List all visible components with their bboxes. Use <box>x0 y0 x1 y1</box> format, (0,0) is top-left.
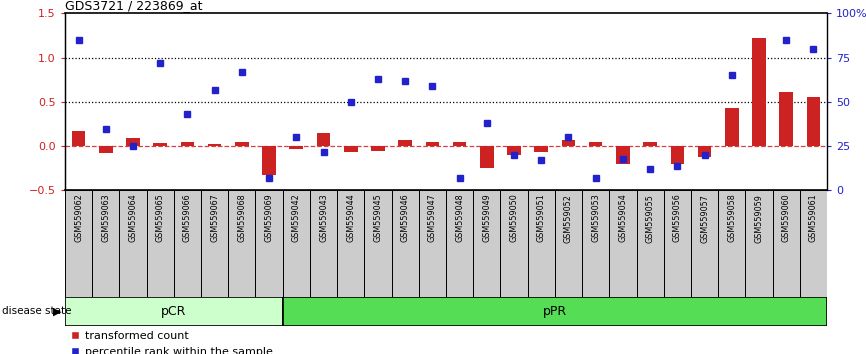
Bar <box>65 297 282 326</box>
Bar <box>235 142 249 146</box>
Text: GDS3721 / 223869_at: GDS3721 / 223869_at <box>65 0 203 12</box>
Bar <box>391 190 419 297</box>
Text: GSM559057: GSM559057 <box>700 194 709 242</box>
Bar <box>419 190 446 297</box>
Bar <box>772 190 800 297</box>
Text: disease state: disease state <box>2 306 71 316</box>
Bar <box>282 297 827 326</box>
Bar <box>663 190 691 297</box>
Bar <box>534 146 548 152</box>
Bar <box>555 190 582 297</box>
Bar <box>527 190 555 297</box>
Bar <box>92 190 120 297</box>
Text: GSM559065: GSM559065 <box>156 194 165 242</box>
Bar <box>317 133 330 146</box>
Bar <box>610 190 637 297</box>
Bar <box>779 92 793 146</box>
Bar <box>72 131 86 146</box>
Text: GSM559046: GSM559046 <box>401 194 410 242</box>
Bar <box>181 142 194 146</box>
Bar <box>310 190 337 297</box>
Text: GSM559059: GSM559059 <box>754 194 764 242</box>
Text: GSM559044: GSM559044 <box>346 194 355 242</box>
Bar <box>99 146 113 153</box>
Text: GSM559069: GSM559069 <box>265 194 274 242</box>
Bar <box>582 190 610 297</box>
Text: GSM559068: GSM559068 <box>237 194 246 242</box>
Bar <box>337 190 365 297</box>
Text: GSM559049: GSM559049 <box>482 194 491 242</box>
Bar <box>718 190 746 297</box>
Text: GSM559045: GSM559045 <box>373 194 383 242</box>
Bar <box>65 190 92 297</box>
Bar <box>501 190 527 297</box>
Text: GSM559055: GSM559055 <box>646 194 655 242</box>
Text: GSM559053: GSM559053 <box>591 194 600 242</box>
Bar <box>753 38 766 146</box>
Bar <box>146 190 174 297</box>
Bar <box>480 146 494 169</box>
Text: GSM559067: GSM559067 <box>210 194 219 242</box>
Bar <box>453 142 467 146</box>
Bar <box>289 146 303 149</box>
Bar <box>282 190 310 297</box>
Bar <box>229 190 255 297</box>
Bar <box>174 190 201 297</box>
Bar <box>201 190 229 297</box>
Legend: transformed count, percentile rank within the sample: transformed count, percentile rank withi… <box>70 331 273 354</box>
Bar <box>153 143 167 146</box>
Text: ▶: ▶ <box>53 306 61 316</box>
Text: GSM559052: GSM559052 <box>564 194 573 242</box>
Text: GSM559047: GSM559047 <box>428 194 436 242</box>
Text: GSM559066: GSM559066 <box>183 194 192 242</box>
Text: GSM559050: GSM559050 <box>509 194 519 242</box>
Bar <box>698 146 711 157</box>
Bar <box>616 146 630 164</box>
Bar <box>806 97 820 146</box>
Bar <box>372 146 385 151</box>
Bar <box>800 190 827 297</box>
Bar <box>344 146 358 152</box>
Text: GSM559043: GSM559043 <box>319 194 328 242</box>
Bar <box>262 146 276 175</box>
Text: GSM559061: GSM559061 <box>809 194 818 242</box>
Bar <box>637 190 663 297</box>
Text: GSM559048: GSM559048 <box>456 194 464 242</box>
Bar <box>746 190 772 297</box>
Bar <box>126 138 139 146</box>
Text: GSM559056: GSM559056 <box>673 194 682 242</box>
Bar <box>725 108 739 146</box>
Text: GSM559054: GSM559054 <box>618 194 627 242</box>
Text: GSM559060: GSM559060 <box>782 194 791 242</box>
Bar <box>425 142 439 146</box>
Text: GSM559042: GSM559042 <box>292 194 301 242</box>
Bar <box>365 190 391 297</box>
Bar <box>473 190 501 297</box>
Text: GSM559062: GSM559062 <box>74 194 83 242</box>
Text: GSM559063: GSM559063 <box>101 194 110 242</box>
Bar <box>670 146 684 164</box>
Text: pCR: pCR <box>161 305 186 318</box>
Bar <box>643 142 657 146</box>
Text: pPR: pPR <box>543 305 567 318</box>
Bar <box>562 140 575 146</box>
Bar <box>446 190 473 297</box>
Text: GSM559064: GSM559064 <box>128 194 138 242</box>
Bar <box>691 190 718 297</box>
Bar <box>120 190 146 297</box>
Bar <box>589 142 603 146</box>
Text: GSM559058: GSM559058 <box>727 194 736 242</box>
Bar <box>255 190 282 297</box>
Bar <box>398 140 412 146</box>
Bar <box>507 146 520 155</box>
Bar <box>208 144 222 146</box>
Text: GSM559051: GSM559051 <box>537 194 546 242</box>
